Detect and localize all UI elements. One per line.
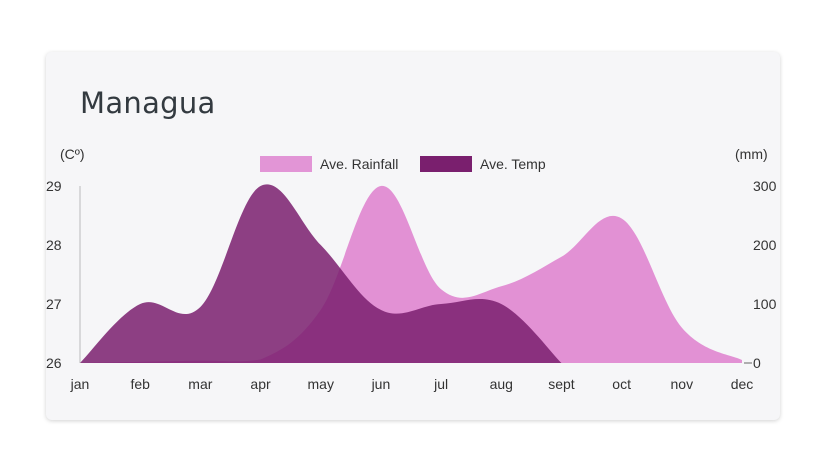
series-area-ave-temp: [80, 184, 562, 363]
x-tick-label: may: [308, 376, 334, 392]
x-tick-label: dec: [731, 376, 754, 392]
x-tick-label: mar: [188, 376, 212, 392]
legend-item[interactable]: Ave. Rainfall: [260, 156, 398, 172]
x-tick-label: jan: [70, 376, 90, 392]
x-tick-label: oct: [612, 376, 631, 392]
chart-title: Managua: [80, 86, 216, 120]
y-right-tick-label: 200: [753, 237, 777, 253]
legend-label: Ave. Rainfall: [320, 156, 398, 172]
legend-item[interactable]: Ave. Temp: [420, 156, 546, 172]
y-right-unit-label: (mm): [735, 146, 768, 162]
x-tick-label: jun: [371, 376, 391, 392]
x-tick-label: apr: [250, 376, 271, 392]
legend-swatch: [260, 156, 312, 172]
legend-label: Ave. Temp: [480, 156, 546, 172]
y-right-tick-label: 300: [753, 178, 777, 194]
y-left-tick-label: 27: [46, 296, 62, 312]
legend-swatch: [420, 156, 472, 172]
x-tick-label: sept: [548, 376, 575, 392]
y-left-tick-label: 28: [46, 237, 62, 253]
y-right-tick-label: 0: [753, 355, 761, 371]
y-right-tick-label: 100: [753, 296, 777, 312]
series-area-ave-rainfall: [80, 185, 742, 363]
x-tick-label: aug: [490, 376, 513, 392]
y-left-unit-label: (Cº): [60, 146, 85, 162]
y-left-tick-label: 29: [46, 178, 62, 194]
y-left-tick-label: 26: [46, 355, 62, 371]
x-tick-label: nov: [671, 376, 694, 392]
x-tick-label: jul: [433, 376, 448, 392]
x-tick-label: feb: [130, 376, 150, 392]
